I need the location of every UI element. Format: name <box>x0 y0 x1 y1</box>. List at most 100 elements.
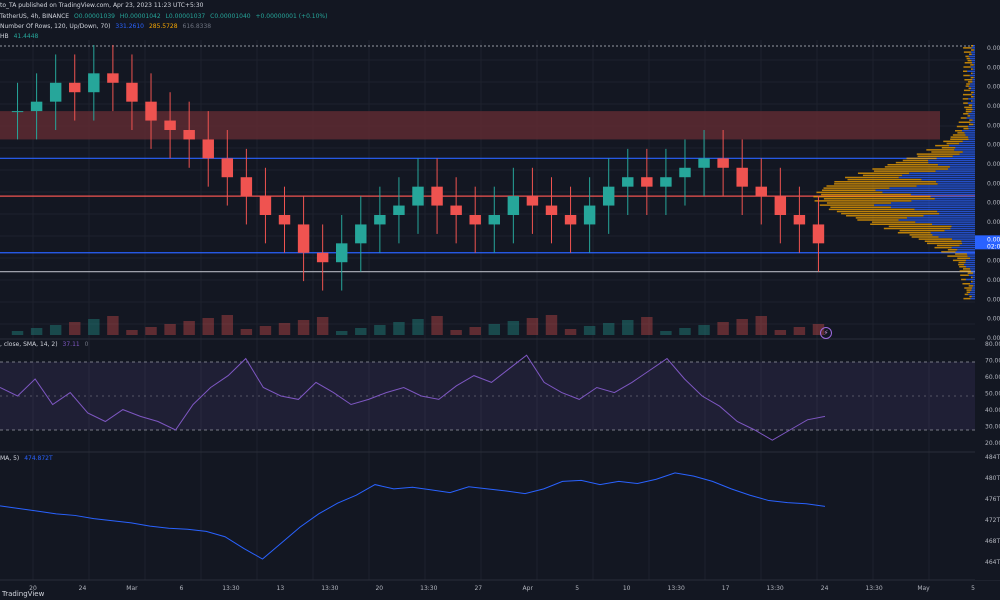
time-axis-label: 13:30 <box>668 585 685 592</box>
vp-value-up: 331.2610 <box>115 23 145 30</box>
volume-bar <box>202 318 214 335</box>
vp-down-bar <box>965 108 973 111</box>
vp-up-bar <box>898 176 975 179</box>
vp-up-bar <box>914 208 975 211</box>
vp-up-bar <box>949 166 975 168</box>
time-axis-label: 13:30 <box>321 585 338 592</box>
vp-up-bar <box>891 202 975 204</box>
published-caption: to_TA published on TradingView.com, Apr … <box>0 2 204 9</box>
vp-up-bar <box>970 291 975 293</box>
hb-legend[interactable]: HB 41.4448 <box>0 33 41 41</box>
vp-down-bar <box>955 253 967 255</box>
tradingview-brand: TradingView <box>2 590 45 598</box>
vp-up-bar <box>951 225 975 228</box>
volume-bar <box>183 321 195 335</box>
vp-up-bar <box>971 110 975 113</box>
vp-down-bar <box>819 204 875 206</box>
volume-bar <box>488 324 500 335</box>
price-axis-label: 0.000 <box>987 84 1000 91</box>
time-axis-label: 20 <box>29 585 37 592</box>
candle-body <box>278 215 291 225</box>
vp-down-bar <box>966 291 971 293</box>
vp-down-bar <box>964 293 969 296</box>
ohlc-close: C0.00001040 <box>210 13 251 20</box>
vp-down-bar <box>950 138 969 140</box>
vp-down-bar <box>966 83 971 85</box>
volume-bar <box>469 327 481 335</box>
vp-down-bar <box>884 166 950 168</box>
vp-down-bar <box>968 104 973 106</box>
vp-down-bar <box>950 136 969 138</box>
vp-up-bar <box>973 76 975 79</box>
rsi-pane[interactable] <box>0 354 975 441</box>
candle-body <box>698 158 710 168</box>
obv-axis-label: 464T <box>985 559 1000 566</box>
vp-down-bar <box>941 251 956 253</box>
vp-down-bar <box>963 74 970 77</box>
vp-down-bar <box>958 121 971 123</box>
vp-up-bar <box>889 187 975 189</box>
candle-body <box>679 167 691 178</box>
vp-up-bar <box>962 151 975 153</box>
vp-up-bar <box>968 98 975 100</box>
vp-up-bar <box>955 251 975 253</box>
price-axis-label: 0.0000 <box>987 258 1000 265</box>
vp-down-bar <box>830 206 891 208</box>
vp-up-bar <box>951 246 975 249</box>
vp-up-bar <box>972 287 975 289</box>
vp-down-bar <box>963 297 971 300</box>
vp-up-bar <box>934 198 975 200</box>
volume-bar <box>355 328 367 335</box>
vp-up-bar <box>972 280 975 283</box>
vp-up-bar <box>959 244 975 247</box>
vp-up-bar <box>971 47 975 49</box>
symbol-legend[interactable]: TetherUS, 4h, BINANCE O0.00001039 H0.000… <box>0 13 330 21</box>
candle-body <box>774 196 787 215</box>
volume-bar <box>11 331 24 335</box>
vp-up-bar <box>950 227 975 230</box>
rsi-axis-label: 50.00 <box>985 391 1000 398</box>
vp-up-bar <box>954 149 975 151</box>
candle-body <box>545 205 558 215</box>
vp-down-bar <box>966 289 972 291</box>
volume-bar <box>278 323 291 335</box>
volume-profile-legend[interactable]: Number Of Rows, 120, Up/Down, 70) 331.26… <box>0 23 214 31</box>
volume-bar <box>755 316 767 335</box>
vp-down-bar <box>967 81 973 83</box>
vp-up-bar <box>968 293 975 296</box>
ohlc-high: H0.00001042 <box>119 13 161 20</box>
rsi-legend[interactable]: , close, SMA, 14, 2) 37.11 0 <box>0 341 91 349</box>
vp-up-bar <box>968 138 975 140</box>
time-axis-label: 24 <box>821 585 829 592</box>
vp-up-bar <box>973 91 975 94</box>
vp-down-bar <box>911 236 939 238</box>
candle-body <box>240 177 253 197</box>
vp-down-bar <box>971 276 973 279</box>
vp-up-bar <box>928 159 975 162</box>
vp-down-bar <box>857 219 899 221</box>
vp-up-bar <box>882 191 975 194</box>
vp-up-bar <box>968 55 975 58</box>
vp-down-bar <box>971 49 974 51</box>
rsi-settings: , close, SMA, 14, 2) <box>0 341 58 348</box>
vp-up-bar <box>972 68 975 70</box>
obv-legend[interactable]: MA, 5) 474.872T <box>0 455 56 463</box>
candle-body <box>259 196 272 215</box>
price-axis-label: 0.000 <box>987 103 1000 110</box>
obv-pane[interactable] <box>0 472 826 560</box>
lightning-icon[interactable]: ⚡ <box>820 327 832 339</box>
vp-down-bar <box>958 261 966 264</box>
vp-up-bar <box>966 117 975 119</box>
vp-up-bar <box>973 64 975 66</box>
candle-body <box>488 215 500 225</box>
vp-up-bar <box>972 272 975 274</box>
vp-up-bar <box>907 217 975 219</box>
vp-up-bar <box>944 229 975 232</box>
price-axis-label: 0.000 <box>987 200 1000 207</box>
vp-down-bar <box>964 79 973 81</box>
vp-down-bar <box>909 234 933 236</box>
vp-down-bar <box>965 85 969 87</box>
vp-down-bar <box>965 55 969 58</box>
vp-up-bar <box>972 108 975 111</box>
